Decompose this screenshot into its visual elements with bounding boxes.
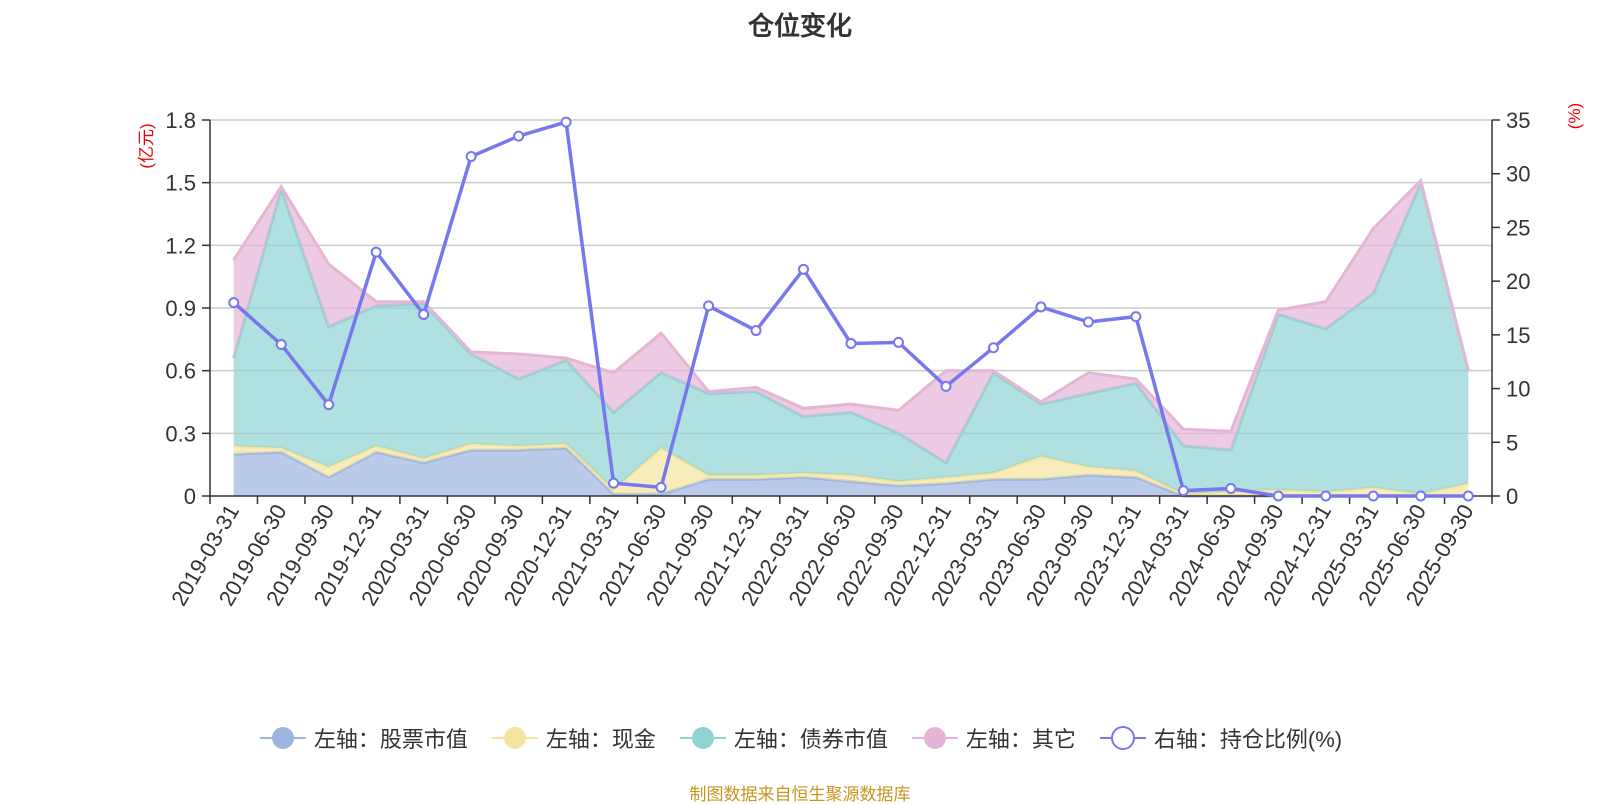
left-tick-label: 1.2 [165, 233, 196, 258]
chart-title: 仓位变化 [747, 11, 852, 41]
left-tick-label: 0.9 [165, 296, 196, 321]
legend-swatch [911, 727, 958, 749]
legend-item[interactable]: 右轴：持仓比例(%) [1098, 722, 1342, 754]
ratio-point [750, 325, 762, 337]
data-source-note: 制图数据来自恒生聚源数据库 [689, 785, 911, 804]
area-左轴：股票市值 [233, 448, 1469, 496]
legend-swatch [259, 727, 306, 749]
ratio-point [418, 308, 430, 320]
ratio-point [798, 263, 810, 275]
ratio-point [465, 151, 477, 163]
ratio-line [228, 116, 1474, 502]
right-tick-label: 15 [1506, 323, 1530, 348]
area-edge-左轴：其它 [232, 177, 1470, 433]
right-tick-label: 25 [1506, 215, 1530, 240]
ratio-point [845, 337, 857, 349]
ratio-point [275, 339, 287, 351]
legend-label: 左轴：股票市值 [313, 727, 468, 752]
right-tick-label: 0 [1506, 484, 1518, 509]
right-tick-label: 20 [1506, 269, 1530, 294]
left-tick-label: 1.5 [165, 171, 196, 196]
ratio-point [560, 116, 572, 128]
ratio-point [228, 297, 240, 309]
area-左轴：其它 [233, 180, 1469, 463]
ratio-point [1320, 490, 1332, 502]
ratio-point [323, 399, 335, 411]
ratio-point [1130, 311, 1142, 323]
ratio-point [940, 380, 952, 392]
legend-label: 左轴：债券市值 [733, 727, 888, 752]
ratio-point [1415, 490, 1427, 502]
ratio-point [370, 246, 382, 258]
legend-swatch [679, 727, 726, 749]
legend-item[interactable]: 左轴：股票市值 [258, 722, 468, 754]
left-tick-label: 0.6 [165, 359, 196, 384]
legend-label: 右轴：持仓比例(%) [1153, 727, 1343, 752]
legend-swatch [1099, 726, 1146, 750]
legend-item[interactable]: 左轴：现金 [490, 722, 656, 754]
right-tick-label: 5 [1506, 430, 1518, 455]
legend-item[interactable]: 左轴：其它 [910, 722, 1076, 754]
ratio-point [1035, 301, 1047, 313]
legend: 左轴：股票市值 左轴：现金 左轴：债券市值 左轴：其它 右轴：持仓比例(%) [0, 722, 1600, 754]
ratio-point [892, 336, 904, 348]
ratio-point [1082, 316, 1094, 328]
ratio-point [1367, 490, 1379, 502]
legend-label: 左轴：其它 [965, 727, 1076, 752]
ratio-point [1272, 490, 1284, 502]
legend-label: 左轴：现金 [545, 727, 656, 752]
ratio-point [1225, 482, 1237, 494]
ratio-point [655, 481, 667, 493]
left-tick-label: 1.8 [165, 108, 196, 133]
ratio-point [1177, 485, 1189, 497]
left-tick-label: 0.3 [165, 421, 196, 446]
stacked-areas [232, 177, 1470, 498]
right-tick-label: 30 [1506, 162, 1530, 187]
ratio-point [513, 130, 525, 142]
ratio-point [703, 300, 715, 312]
right-axis-unit-label: (%) [1565, 103, 1584, 129]
ratio-point [987, 342, 999, 354]
right-tick-label: 10 [1506, 377, 1530, 402]
legend-item[interactable]: 左轴：债券市值 [678, 722, 888, 754]
left-axis-unit-label: (亿元) [137, 123, 156, 168]
right-tick-label: 35 [1506, 108, 1530, 133]
legend-swatch [491, 727, 538, 749]
ratio-point [608, 477, 620, 489]
left-tick-label: 0 [184, 484, 196, 509]
ratio-point [1462, 490, 1474, 502]
